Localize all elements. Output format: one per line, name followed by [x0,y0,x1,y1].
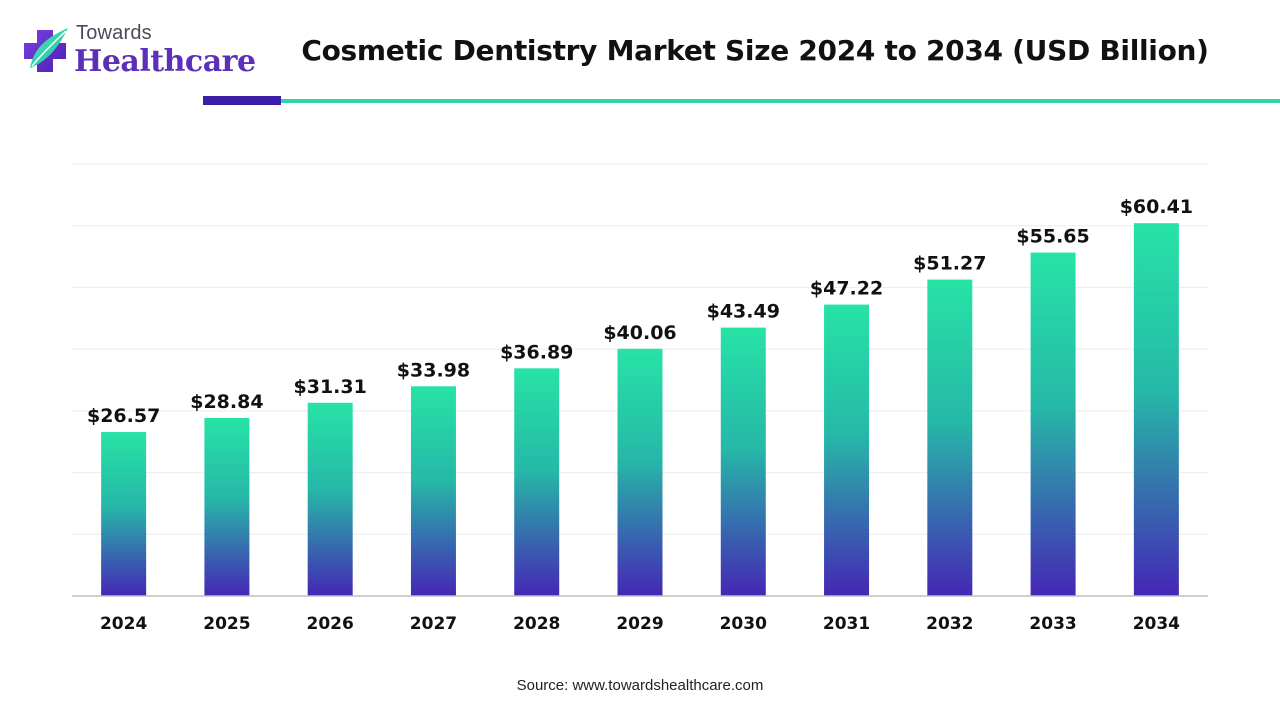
x-tick-label-2027: 2027 [410,614,457,634]
value-label-2025: $28.84 [190,391,263,413]
value-label-2028: $36.89 [500,341,573,363]
x-tick-label-2034: 2034 [1133,614,1180,634]
value-label-2030: $43.49 [707,301,780,323]
brand-logo: Towards Healthcare [20,22,256,82]
value-label-2027: $33.98 [397,359,470,381]
bar-2028 [514,368,560,596]
bar-2025 [204,418,250,596]
bar-2027 [410,386,456,596]
bar-2024 [101,432,147,596]
x-tick-label-2029: 2029 [616,614,663,634]
bar-2029 [617,348,663,596]
x-tick-label-2026: 2026 [307,614,354,634]
x-tick-label-2028: 2028 [513,614,560,634]
medical-cross-icon [24,28,68,72]
x-tick-label-2033: 2033 [1029,614,1076,634]
value-label-2029: $40.06 [603,322,676,344]
bars [101,223,1179,596]
value-label-2026: $31.31 [294,376,367,398]
title-underline-accent [203,96,281,105]
bar-2034 [1133,223,1179,596]
chart-title: Cosmetic Dentistry Market Size 2024 to 2… [301,34,1209,67]
x-tick-label-2032: 2032 [926,614,973,634]
x-tick-label-2025: 2025 [203,614,250,634]
value-label-2034: $60.41 [1120,196,1193,218]
bar-2031 [824,304,870,596]
source-note: Source: www.towardshealthcare.com [516,677,764,694]
x-tick-label-2031: 2031 [823,614,870,634]
bar-2033 [1030,252,1076,596]
value-labels: $26.57 $28.84 $31.31 $33.98 $36.89 $40.06 $43.… [87,196,1193,427]
x-tick-labels: 2024 2025 2026 2027 2028 2029 2030 2031 2032 2033… [100,614,1180,634]
value-label-2032: $51.27 [913,253,986,275]
bar-2032 [927,279,973,596]
value-label-2033: $55.65 [1016,226,1089,248]
bar-2030 [720,327,766,596]
brand-line-2: Healthcare [74,44,256,79]
value-label-2031: $47.22 [810,278,883,300]
title-underline [281,99,1280,103]
x-tick-label-2024: 2024 [100,614,147,634]
x-tick-label-2030: 2030 [720,614,767,634]
value-label-2024: $26.57 [87,405,160,427]
brand-line-1: Towards [76,22,152,44]
bar-2026 [307,402,353,596]
